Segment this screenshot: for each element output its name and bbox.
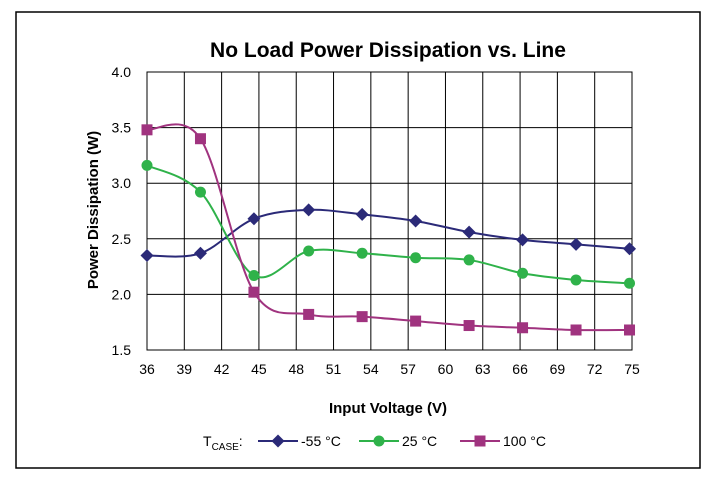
y-tick-label: 2.5: [112, 231, 132, 247]
data-point: [516, 233, 530, 247]
series-3: [141, 123, 636, 336]
data-point: [517, 322, 529, 334]
legend: TCASE: -55 °C 25 °C 100 °C: [203, 433, 546, 453]
chart-title: No Load Power Dissipation vs. Line: [210, 39, 566, 62]
y-tick-label: 4.0: [112, 64, 132, 80]
data-point: [463, 320, 475, 332]
data-point: [193, 246, 207, 260]
legend-item: 25 °C: [359, 433, 437, 449]
y-axis-label: Power Dissipation (W): [85, 131, 102, 289]
legend-prefix-main: T: [203, 433, 212, 449]
data-point: [410, 252, 422, 264]
x-tick-label: 54: [363, 361, 379, 377]
data-point: [248, 286, 260, 298]
data-point: [194, 186, 206, 198]
legend-prefix: TCASE:: [203, 433, 243, 453]
legend-marker: [474, 435, 486, 447]
data-point: [517, 267, 529, 279]
legend-item: -55 °C: [258, 433, 341, 449]
legend-marker: [373, 435, 385, 447]
data-point: [303, 308, 315, 320]
data-point: [570, 274, 582, 286]
data-point: [624, 277, 636, 289]
legend-label: 100 °C: [503, 433, 546, 449]
legend-prefix-colon: :: [239, 433, 243, 449]
x-tick-label: 69: [550, 361, 566, 377]
data-point: [356, 247, 368, 259]
data-point: [624, 324, 636, 336]
data-point: [409, 214, 423, 228]
legend-item: 100 °C: [460, 433, 546, 449]
data-point: [141, 124, 153, 136]
y-tick-label: 3.0: [112, 175, 132, 191]
x-tick-label: 75: [624, 361, 640, 377]
x-tick-label: 51: [326, 361, 342, 377]
x-tick-label: 36: [139, 361, 155, 377]
x-axis-ticks: 36 39 42 45 48 51 54 57 60 63 66 69 72 75: [139, 361, 640, 377]
data-point: [141, 159, 153, 171]
series-line: [146, 208, 630, 258]
data-point: [462, 225, 476, 239]
data-point: [356, 311, 368, 323]
legend-marker: [271, 434, 285, 448]
x-axis-label: Input Voltage (V): [329, 400, 447, 417]
y-tick-label: 1.5: [112, 342, 132, 358]
figure-border: [15, 11, 701, 469]
data-point: [410, 315, 422, 327]
x-tick-label: 45: [251, 361, 267, 377]
x-tick-label: 39: [177, 361, 193, 377]
legend-label: 25 °C: [402, 433, 437, 449]
data-point: [355, 207, 369, 221]
x-tick-label: 66: [512, 361, 528, 377]
series-2: [141, 159, 636, 289]
x-tick-label: 60: [438, 361, 454, 377]
data-point: [248, 269, 260, 281]
data-point: [194, 133, 206, 145]
plot-area: [146, 71, 633, 351]
legend-label: -55 °C: [301, 433, 341, 449]
x-tick-label: 42: [214, 361, 230, 377]
data-point: [569, 237, 583, 251]
x-tick-label: 72: [587, 361, 603, 377]
data-point: [302, 203, 316, 217]
x-tick-label: 57: [400, 361, 416, 377]
data-point: [463, 254, 475, 266]
series-1: [140, 203, 637, 262]
y-tick-label: 3.5: [112, 120, 132, 136]
legend-prefix-subscript: CASE: [212, 442, 240, 453]
x-tick-label: 48: [288, 361, 304, 377]
data-point: [247, 212, 261, 226]
data-point: [623, 242, 637, 256]
y-axis-ticks: 1.5 2.0 2.5 3.0 3.5 4.0: [112, 64, 132, 358]
series-layer: [140, 123, 637, 336]
data-point: [303, 245, 315, 257]
y-tick-label: 2.0: [112, 286, 132, 302]
x-tick-label: 63: [475, 361, 491, 377]
data-point: [570, 324, 582, 336]
series-line: [146, 164, 630, 285]
data-point: [140, 248, 154, 262]
